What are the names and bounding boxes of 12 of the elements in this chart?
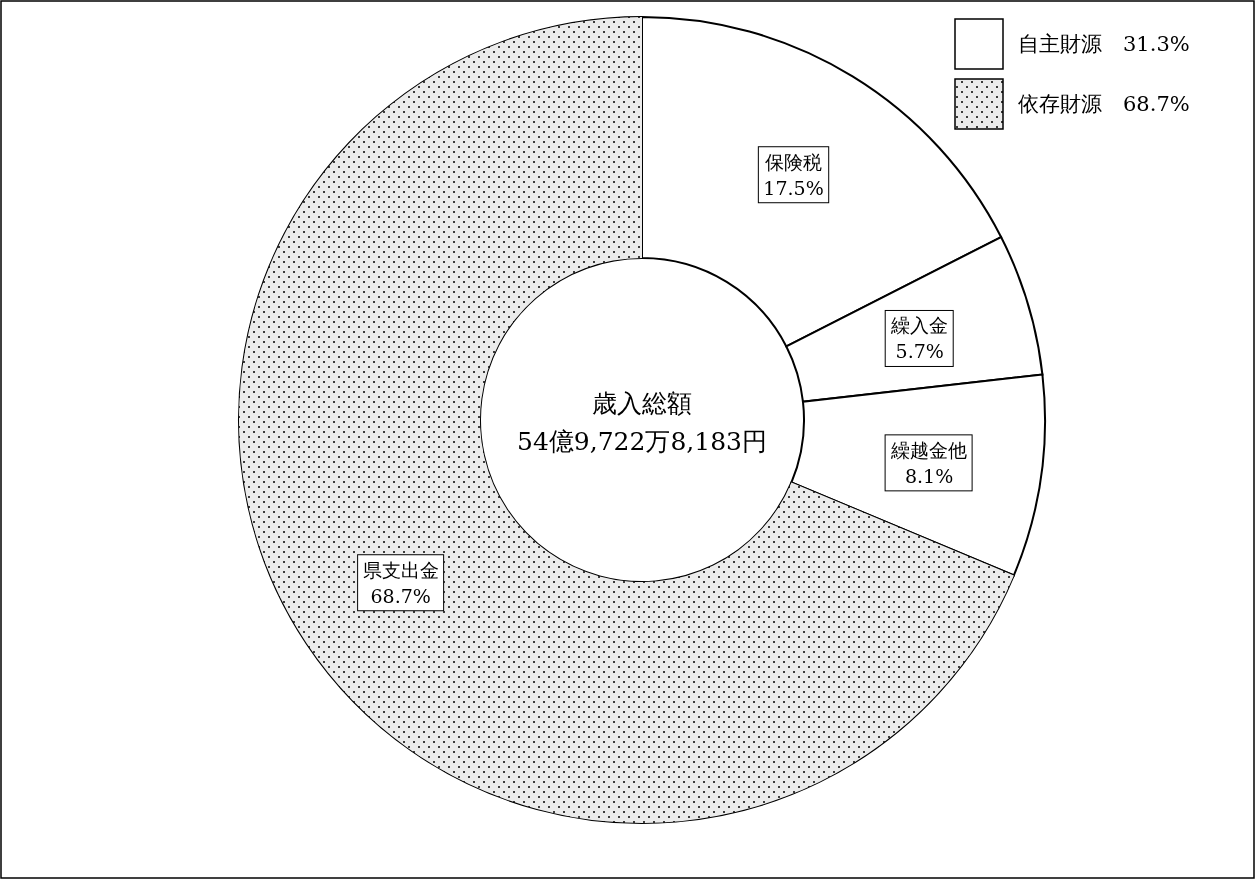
slice-label: 保険税 [765, 150, 823, 173]
data-label: 5.7% [895, 340, 944, 363]
slice-label: 県支出金 [362, 558, 439, 581]
data-label: 8.1% [904, 464, 954, 487]
data-label: 17.5% [763, 176, 824, 199]
text: 54億9,722万8,183円 [517, 427, 767, 456]
slice-label: 繰越金他 [890, 438, 968, 461]
text: 歳入総額 [592, 389, 692, 418]
data-label: 68.7% [370, 584, 431, 607]
text: 自主財源 31.3% [1018, 32, 1190, 56]
text: 依存財源 68.7% [1018, 92, 1190, 116]
slice-label: 繰入金 [890, 314, 949, 337]
